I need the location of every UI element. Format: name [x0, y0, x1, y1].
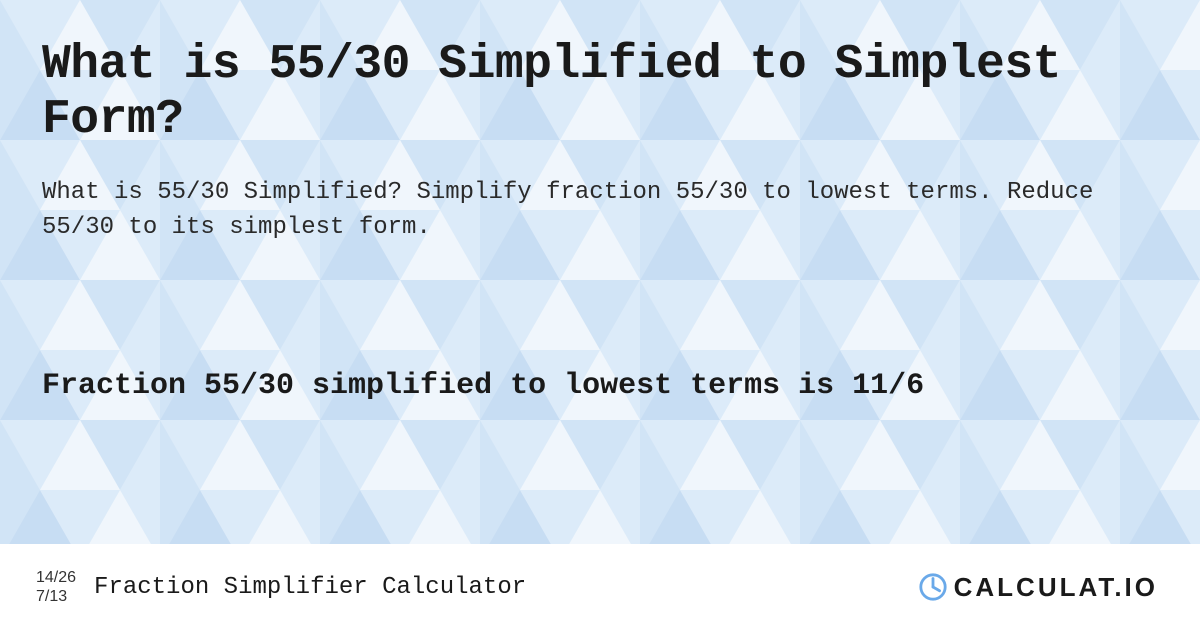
tool-name: Fraction Simplifier Calculator — [94, 574, 526, 601]
brand-icon — [918, 572, 948, 602]
logo-fractions: 14/26 7/13 — [36, 568, 76, 606]
page-subtitle: What is 55/30 Simplified? Simplify fract… — [42, 176, 1158, 246]
brand-text: CALCULAT.IO — [954, 572, 1158, 603]
page-title: What is 55/30 Simplified to Simplest For… — [42, 38, 1158, 148]
answer-text: Fraction 55/30 simplified to lowest term… — [42, 366, 1158, 407]
main-content: What is 55/30 Simplified to Simplest For… — [0, 0, 1200, 630]
footer: 14/26 7/13 Fraction Simplifier Calculato… — [0, 544, 1200, 630]
brand: CALCULAT.IO — [918, 572, 1158, 603]
logo-top: 14/26 — [36, 568, 76, 587]
logo-bottom: 7/13 — [36, 587, 76, 606]
